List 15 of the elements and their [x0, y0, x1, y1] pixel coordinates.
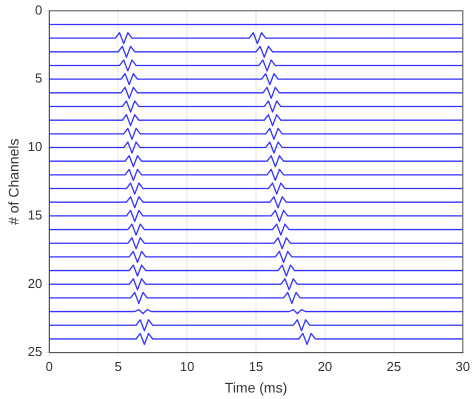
x-tick-label: 30 — [456, 358, 470, 374]
y-tick-label: 0 — [35, 2, 42, 18]
y-tick-label: 15 — [28, 207, 42, 222]
y-tick-label: 10 — [28, 139, 42, 154]
y-tick-label: 25 — [28, 344, 42, 360]
x-tick-label: 0 — [46, 358, 53, 374]
x-tick-label: 25 — [386, 358, 402, 374]
x-tick-label: 20 — [318, 358, 332, 374]
x-tick-label: 15 — [248, 358, 264, 374]
x-axis-title: Time (ms) — [224, 379, 288, 396]
x-tick-label: 10 — [180, 358, 194, 374]
x-tick-label: 5 — [114, 358, 122, 374]
y-tick-label: 5 — [35, 70, 42, 86]
y-axis-title: # of Channels — [5, 138, 22, 225]
y-tick-label: 20 — [28, 276, 42, 291]
